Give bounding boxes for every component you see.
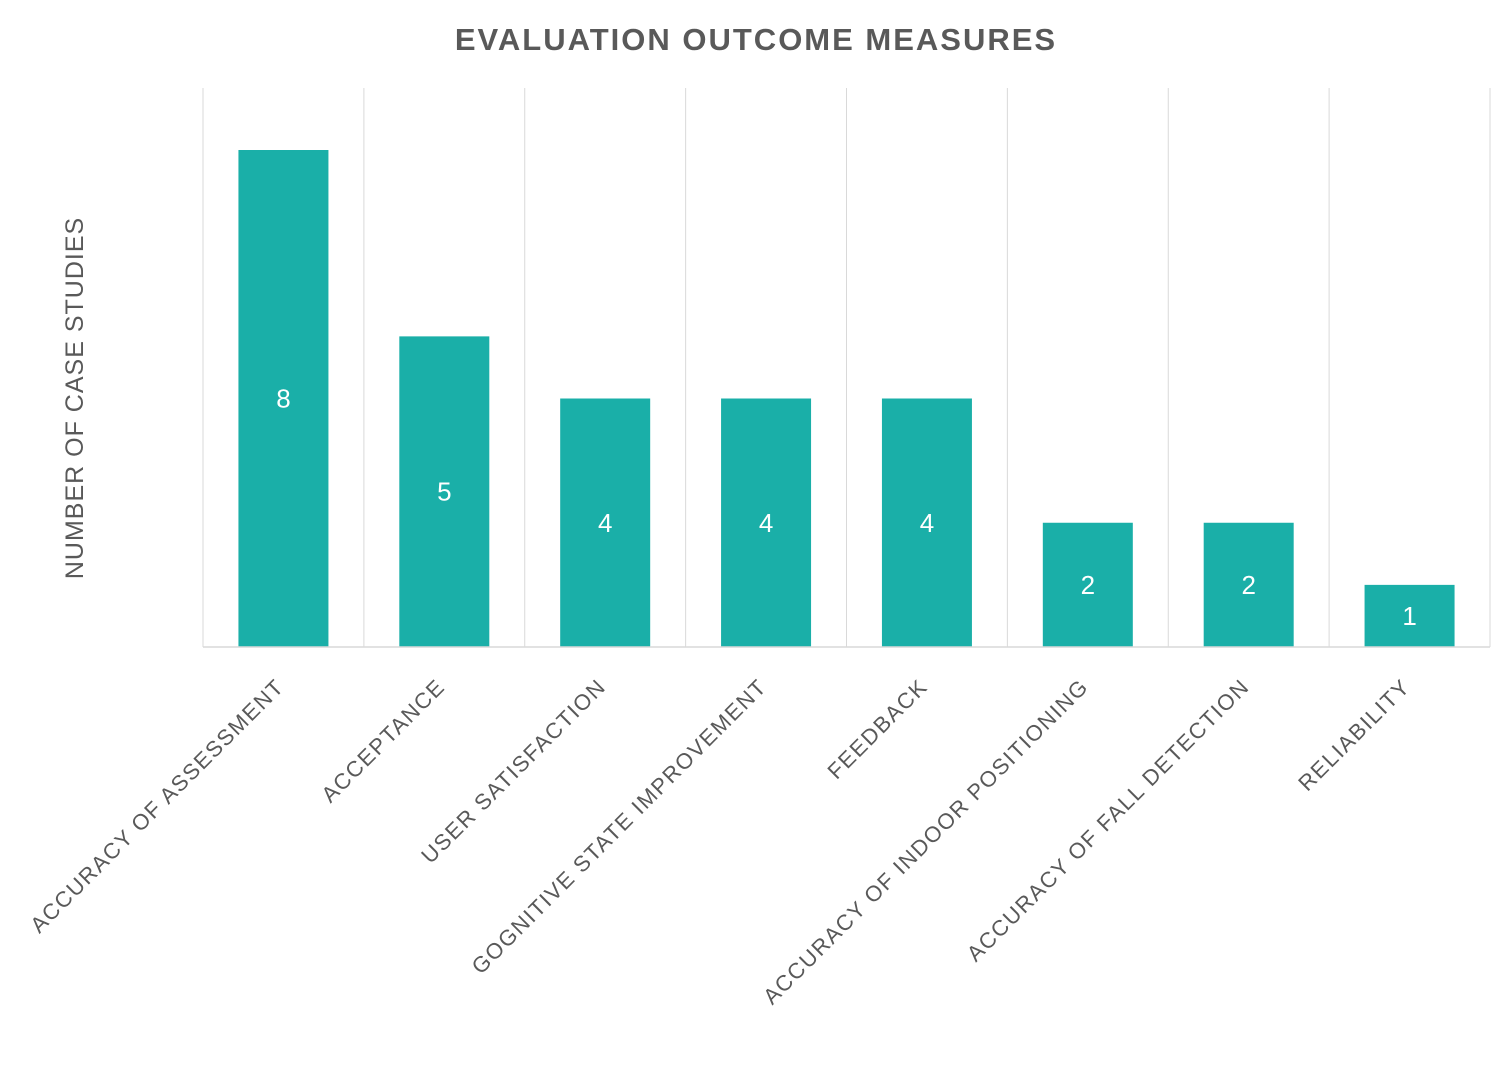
x-tick-label: ACCURACY OF FALL DETECTION [962,674,1254,966]
data-label: 5 [437,477,451,507]
data-label: 4 [920,508,934,538]
data-labels: 8 5 4 4 4 2 2 1 [276,384,1417,631]
bar [238,150,329,647]
bar [1364,584,1455,647]
x-tick-label: ACCURACY OF INDOOR POSITIONING [758,674,1093,1009]
data-label: 4 [759,508,773,538]
bar [1203,522,1294,647]
bar [721,398,812,647]
x-tick-label: RELIABILITY [1293,674,1415,796]
bar [881,398,972,647]
data-label: 2 [1081,570,1095,600]
bar [560,398,651,647]
x-tick-label: GOGNITIVE STATE IMPROVEMENT [467,674,772,979]
data-label: 1 [1402,601,1416,631]
grid-lines [202,88,1491,647]
bar [399,336,490,647]
data-label: 8 [276,384,290,414]
bar [1042,522,1133,647]
bars [238,150,1455,647]
data-label: 2 [1241,570,1255,600]
x-tick-label: ACCURACY OF ASSESSMENT [25,674,289,938]
x-tick-label: ACCEPTANCE [316,674,449,807]
x-tick-label: USER SATISFACTION [416,674,610,868]
data-label: 4 [598,508,612,538]
x-tick-label: FEEDBACK [822,674,932,784]
chart-title: EVALUATION OUTCOME MEASURES [455,22,1057,57]
y-axis-label: NUMBER OF CASE STUDIES [61,217,89,579]
